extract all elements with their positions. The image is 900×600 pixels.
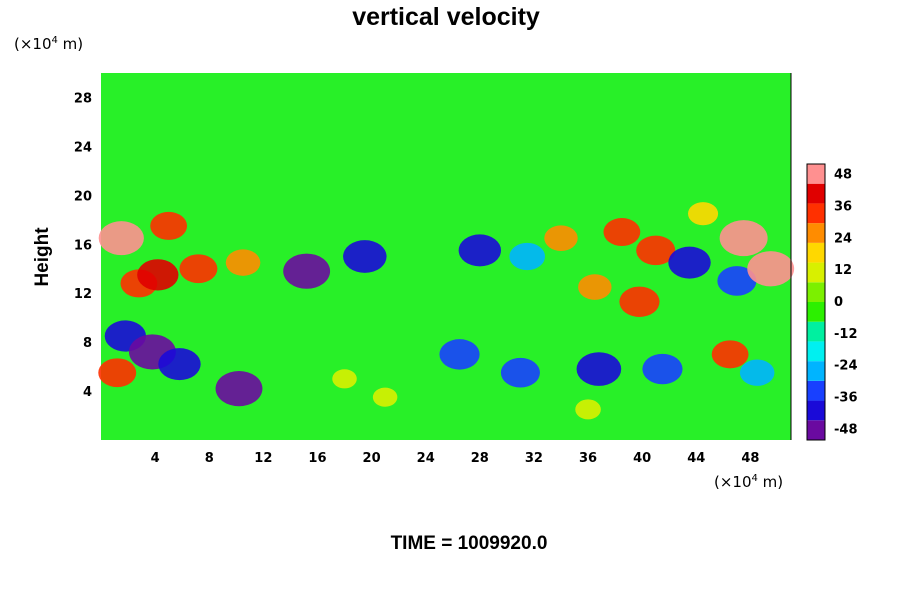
- colorbar-swatch: [807, 361, 825, 381]
- heatmap-cell: [225, 249, 261, 276]
- heatmap-cell: [439, 339, 480, 370]
- colorbar-swatch: [807, 183, 825, 204]
- colorbar-swatch: [807, 282, 825, 302]
- colorbar-swatches: [807, 164, 825, 440]
- heatmap-cell: [509, 242, 546, 271]
- x-tick-label: 4: [151, 451, 160, 466]
- heatmap-cell: [578, 274, 612, 300]
- colorbar: 48 36 24 12 0 -12 -24 -36 -48: [806, 163, 858, 441]
- x-tick-label: 40: [633, 451, 651, 466]
- heatmap-cell: [544, 225, 578, 251]
- heatmap-cell: [215, 371, 263, 407]
- colorbar-swatch: [807, 223, 825, 243]
- heatmap-cell: [343, 240, 387, 273]
- colorbar-tick-label: -24: [834, 359, 858, 374]
- x-axis-ticks: 4 8 12 16 20 24 28 32 36 40 44 48: [151, 451, 760, 466]
- colorbar-swatch: [807, 302, 825, 322]
- heatmap-cell: [739, 359, 775, 386]
- colorbar-tick-label: 48: [834, 168, 852, 183]
- y-tick-label: 20: [74, 189, 92, 204]
- x-tick-label: 12: [254, 451, 272, 466]
- heatmap-cell: [332, 369, 357, 389]
- heatmap-cell: [575, 399, 601, 420]
- colorbar-swatch: [807, 321, 825, 342]
- x-tick-label: 44: [687, 451, 705, 466]
- x-tick-label: 32: [525, 451, 543, 466]
- heatmap-cell: [668, 246, 711, 279]
- heatmap-area: [98, 73, 795, 440]
- x-tick-label: 16: [308, 451, 326, 466]
- heatmap-cell: [283, 253, 331, 289]
- heatmap-cell: [158, 348, 201, 381]
- x-tick-label: 36: [579, 451, 597, 466]
- chart-title-text: vertical velocity: [352, 3, 540, 31]
- heatmap-cell: [642, 353, 683, 385]
- y-tick-label: 16: [74, 238, 92, 253]
- colorbar-tick-label: -36: [834, 391, 858, 406]
- y-tick-label: 28: [74, 91, 92, 106]
- y-axis-unit: (×104 m): [14, 35, 83, 53]
- y-axis-ticks: 4 8 12 16 20 24 28: [74, 91, 92, 400]
- x-tick-label: 24: [417, 451, 435, 466]
- x-tick-label: 8: [205, 451, 214, 466]
- colorbar-tick-label: 0: [834, 295, 843, 310]
- chart-title: vertical velocity: [352, 3, 540, 31]
- colorbar-tick-label: 12: [834, 263, 852, 278]
- x-axis-unit: (×104 m): [714, 473, 783, 491]
- heatmap-cell: [150, 211, 188, 240]
- time-label: TIME = 1009920.0: [391, 533, 548, 554]
- colorbar-tick-label: 36: [834, 199, 852, 214]
- heatmap-cell: [179, 254, 218, 284]
- heatmap-cell: [500, 357, 540, 388]
- colorbar-ticks: 48 36 24 12 0 -12 -24 -36 -48: [834, 168, 858, 438]
- y-tick-label: 12: [74, 287, 92, 302]
- heatmap-cell: [137, 259, 179, 291]
- heatmap-cell: [717, 266, 757, 296]
- colorbar-swatch: [807, 341, 825, 362]
- y-tick-label: 24: [74, 140, 92, 155]
- x-tick-label: 48: [741, 451, 759, 466]
- heatmap-cell: [688, 202, 719, 226]
- heatmap-features: [98, 202, 795, 420]
- colorbar-swatch: [807, 380, 825, 401]
- colorbar-swatch: [807, 242, 825, 263]
- y-tick-label: 4: [83, 385, 92, 400]
- colorbar-swatch: [807, 262, 825, 283]
- colorbar-border: [806, 163, 826, 441]
- heatmap-cell: [719, 220, 768, 257]
- heatmap-cell: [711, 340, 749, 369]
- heatmap-cell: [458, 234, 502, 267]
- colorbar-swatch: [807, 400, 825, 421]
- heatmap-cell: [576, 352, 622, 386]
- y-axis-label: Height: [32, 227, 53, 287]
- heatmap-cell: [372, 387, 398, 407]
- heatmap-cell: [98, 358, 137, 388]
- colorbar-tick-label: 24: [834, 231, 852, 246]
- colorbar-tick-label: -48: [834, 422, 858, 437]
- colorbar-swatch: [807, 420, 825, 440]
- heatmap-cell: [619, 286, 660, 317]
- heatmap-cell: [603, 218, 641, 247]
- x-tick-label: 20: [363, 451, 381, 466]
- colorbar-swatch: [807, 164, 825, 184]
- heatmap-cell: [98, 221, 144, 256]
- colorbar-tick-label: -12: [834, 327, 858, 342]
- colorbar-swatch: [807, 203, 825, 224]
- y-tick-label: 8: [83, 336, 92, 351]
- heatmap-cell: [636, 235, 676, 266]
- heatmap-cell: [747, 251, 795, 287]
- x-tick-label: 28: [471, 451, 489, 466]
